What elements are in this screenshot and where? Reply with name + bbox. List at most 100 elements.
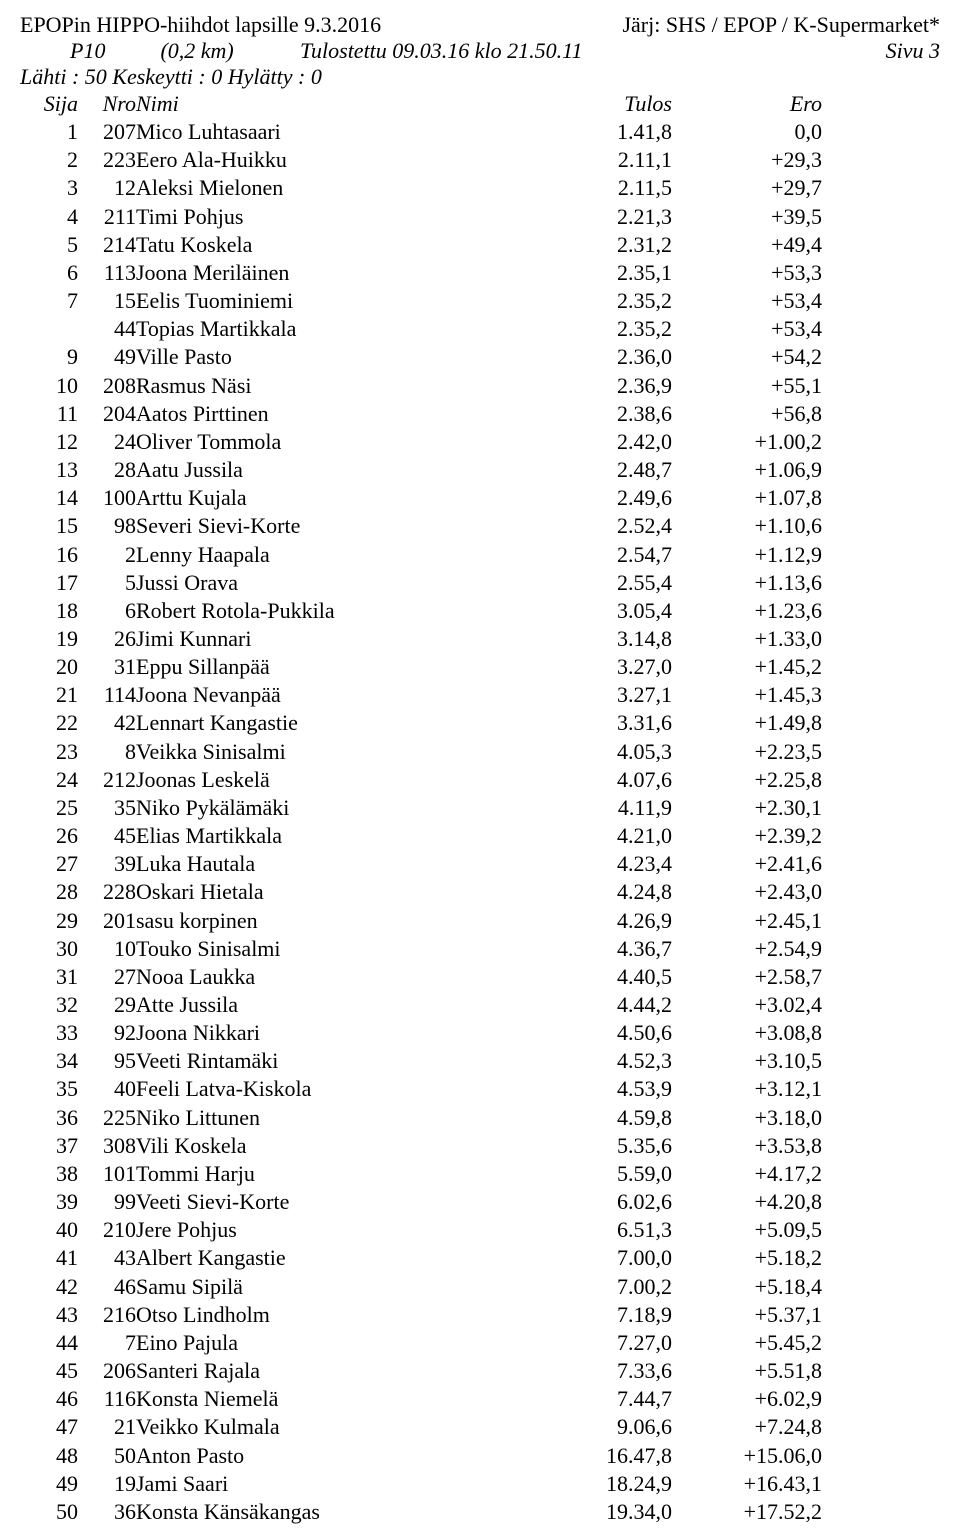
cell-nro: 206: [78, 1357, 136, 1385]
cell-sija: 49: [20, 1470, 78, 1498]
cell-ero: +3.18,0: [672, 1104, 822, 1132]
cell-sija: 3: [20, 174, 78, 202]
cell-nimi: Lenny Haapala: [136, 541, 546, 569]
cell-sija: 40: [20, 1216, 78, 1244]
table-row: 44Topias Martikkala2.35,2+53,4: [20, 315, 822, 343]
cell-tulos: 3.27,0: [546, 653, 672, 681]
cell-sija: 50: [20, 1498, 78, 1526]
cell-tulos: 4.24,8: [546, 878, 672, 906]
cell-nimi: Timi Pohjus: [136, 203, 546, 231]
cell-sija: 21: [20, 681, 78, 709]
table-row: 162Lenny Haapala2.54,7+1.12,9: [20, 541, 822, 569]
cell-sija: 9: [20, 343, 78, 371]
table-row: 6113Joona Meriläinen2.35,1+53,3: [20, 259, 822, 287]
cell-nimi: Severi Sievi-Korte: [136, 512, 546, 540]
cell-tulos: 2.52,4: [546, 512, 672, 540]
cell-ero: +2.41,6: [672, 850, 822, 878]
col-tulos: Tulos: [546, 90, 672, 118]
cell-tulos: 4.40,5: [546, 963, 672, 991]
table-row: 4919Jami Saari18.24,9+16.43,1: [20, 1470, 822, 1498]
cell-nro: 100: [78, 484, 136, 512]
cell-sija: 7: [20, 287, 78, 315]
cell-ero: +2.54,9: [672, 935, 822, 963]
cell-sija: 13: [20, 456, 78, 484]
cell-sija: 29: [20, 907, 78, 935]
cell-sija: 4: [20, 203, 78, 231]
cell-ero: +39,5: [672, 203, 822, 231]
cell-nro: 8: [78, 738, 136, 766]
cell-ero: +53,3: [672, 259, 822, 287]
table-row: 10208Rasmus Näsi2.36,9+55,1: [20, 372, 822, 400]
cell-sija: 6: [20, 259, 78, 287]
cell-ero: +29,7: [672, 174, 822, 202]
cell-nimi: Oskari Hietala: [136, 878, 546, 906]
cell-ero: +1.13,6: [672, 569, 822, 597]
cell-tulos: 2.38,6: [546, 400, 672, 428]
table-row: 3010Touko Sinisalmi4.36,7+2.54,9: [20, 935, 822, 963]
cell-tulos: 4.11,9: [546, 794, 672, 822]
cell-sija: 20: [20, 653, 78, 681]
table-row: 45206Santeri Rajala7.33,6+5.51,8: [20, 1357, 822, 1385]
cell-tulos: 7.44,7: [546, 1385, 672, 1413]
cell-ero: +5.45,2: [672, 1329, 822, 1357]
table-row: 3999Veeti Sievi-Korte6.02,6+4.20,8: [20, 1188, 822, 1216]
table-row: 43216Otso Lindholm7.18,9+5.37,1: [20, 1301, 822, 1329]
results-body: 1207Mico Luhtasaari1.41,80,02223Eero Ala…: [20, 118, 822, 1526]
cell-ero: +2.43,0: [672, 878, 822, 906]
table-row: 37308Vili Koskela5.35,6+3.53,8: [20, 1132, 822, 1160]
cell-ero: +17.52,2: [672, 1498, 822, 1526]
group: P10: [70, 38, 105, 63]
cell-nimi: Jimi Kunnari: [136, 625, 546, 653]
cell-ero: +1.07,8: [672, 484, 822, 512]
table-row: 5036Konsta Känsäkangas19.34,0+17.52,2: [20, 1498, 822, 1526]
table-row: 14100Arttu Kujala2.49,6+1.07,8: [20, 484, 822, 512]
cell-sija: 47: [20, 1413, 78, 1441]
cell-sija: 46: [20, 1385, 78, 1413]
cell-nro: 39: [78, 850, 136, 878]
cell-sija: 10: [20, 372, 78, 400]
cell-tulos: 4.05,3: [546, 738, 672, 766]
cell-nro: 92: [78, 1019, 136, 1047]
table-row: 2242Lennart Kangastie3.31,6+1.49,8: [20, 709, 822, 737]
cell-nro: 95: [78, 1047, 136, 1075]
cell-sija: 41: [20, 1244, 78, 1272]
cell-nro: 29: [78, 991, 136, 1019]
cell-nimi: Oliver Tommola: [136, 428, 546, 456]
cell-nro: 308: [78, 1132, 136, 1160]
cell-ero: +1.10,6: [672, 512, 822, 540]
cell-nro: 26: [78, 625, 136, 653]
cell-nimi: Eino Pajula: [136, 1329, 546, 1357]
cell-nimi: Jussi Orava: [136, 569, 546, 597]
cell-nro: 10: [78, 935, 136, 963]
cell-ero: +2.58,7: [672, 963, 822, 991]
cell-nimi: Eero Ala-Huikku: [136, 146, 546, 174]
cell-tulos: 4.07,6: [546, 766, 672, 794]
table-row: 3495Veeti Rintamäki4.52,3+3.10,5: [20, 1047, 822, 1075]
cell-tulos: 2.31,2: [546, 231, 672, 259]
cell-tulos: 2.36,0: [546, 343, 672, 371]
table-row: 3229Atte Jussila4.44,2+3.02,4: [20, 991, 822, 1019]
cell-sija: 30: [20, 935, 78, 963]
cell-tulos: 19.34,0: [546, 1498, 672, 1526]
cell-ero: +5.18,4: [672, 1273, 822, 1301]
cell-nro: 210: [78, 1216, 136, 1244]
cell-nro: 19: [78, 1470, 136, 1498]
cell-nro: 31: [78, 653, 136, 681]
cell-tulos: 5.59,0: [546, 1160, 672, 1188]
cell-ero: +5.18,2: [672, 1244, 822, 1272]
title-left: EPOPin HIPPO-hiihdot lapsille 9.3.2016: [20, 12, 381, 38]
cell-ero: +1.06,9: [672, 456, 822, 484]
cell-nimi: Konsta Niemelä: [136, 1385, 546, 1413]
table-row: 5214Tatu Koskela2.31,2+49,4: [20, 231, 822, 259]
cell-nimi: Touko Sinisalmi: [136, 935, 546, 963]
cell-tulos: 3.31,6: [546, 709, 672, 737]
cell-sija: 31: [20, 963, 78, 991]
cell-sija: 35: [20, 1075, 78, 1103]
cell-nimi: Niko Littunen: [136, 1104, 546, 1132]
cell-tulos: 7.00,0: [546, 1244, 672, 1272]
cell-tulos: 4.52,3: [546, 1047, 672, 1075]
col-header-row: Sija Nro Nimi Tulos Ero: [20, 90, 822, 118]
table-row: 40210Jere Pohjus6.51,3+5.09,5: [20, 1216, 822, 1244]
cell-sija: 42: [20, 1273, 78, 1301]
cell-sija: 37: [20, 1132, 78, 1160]
